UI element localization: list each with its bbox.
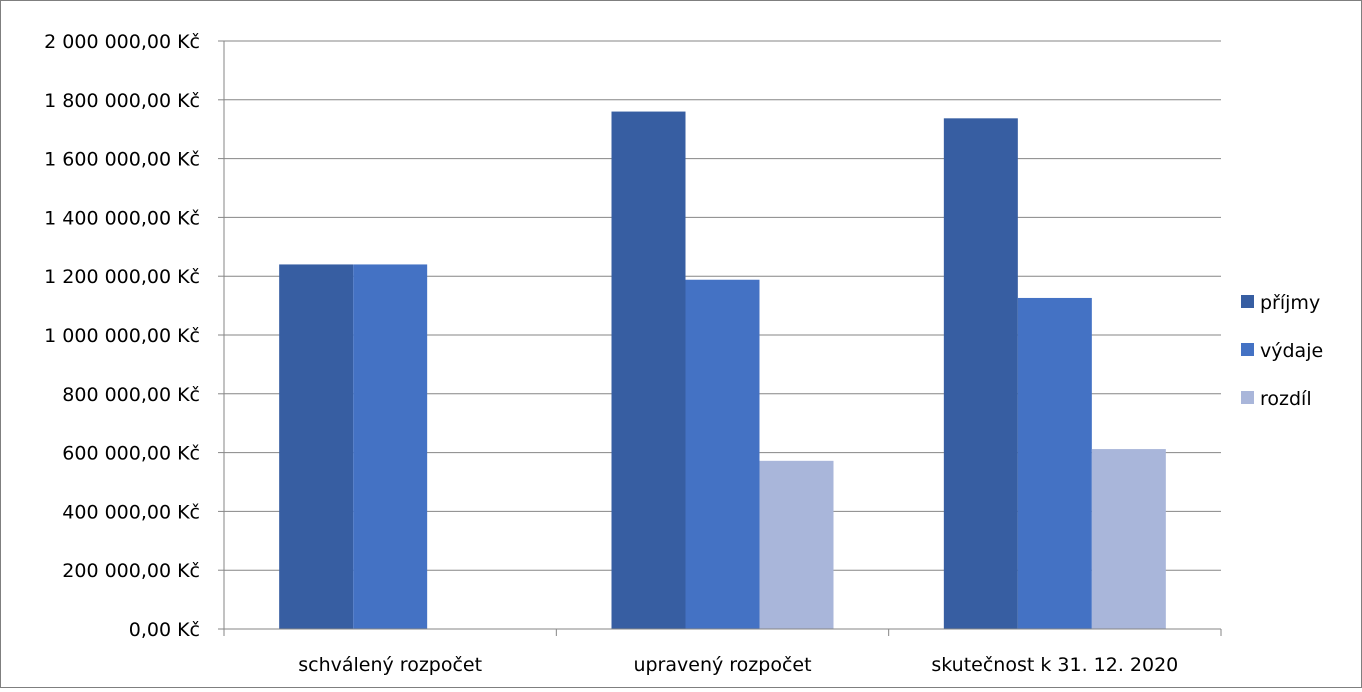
legend-label: výdaje: [1260, 340, 1323, 362]
y-axis-ticks: 0,00 Kč 200 000,00 Kč 400 000,00 Kč 600 000…: [44, 31, 224, 641]
y-tick-label: 800 000,00 Kč: [62, 384, 200, 406]
bar-rozdíl-1: [759, 460, 834, 629]
y-tick-label: 1 000 000,00 Kč: [44, 325, 200, 347]
y-tick-label: 1 600 000,00 Kč: [44, 149, 200, 171]
legend: příjmy výdaje rozdíl: [1241, 292, 1323, 410]
legend-swatch-0: [1241, 295, 1254, 308]
bar-příjmy-1: [611, 111, 686, 629]
y-tick-label: 1 200 000,00 Kč: [44, 266, 200, 288]
bar-výdaje-0: [353, 264, 428, 629]
legend-swatch-2: [1241, 391, 1254, 404]
y-tick-label: 2 000 000,00 Kč: [44, 31, 200, 53]
x-tick-label: schválený rozpočet: [298, 654, 482, 676]
y-tick-label: 200 000,00 Kč: [62, 560, 200, 582]
bar-rozdíl-2: [1091, 449, 1166, 629]
x-tick-label: skutečnost k 31. 12. 2020: [931, 654, 1178, 676]
x-tick-label: upravený rozpočet: [633, 654, 811, 676]
bar-příjmy-2: [943, 118, 1018, 630]
legend-label: rozdíl: [1260, 388, 1312, 410]
y-tick-label: 400 000,00 Kč: [62, 501, 200, 523]
y-tick-label: 1 400 000,00 Kč: [44, 207, 200, 229]
legend-label: příjmy: [1260, 292, 1320, 314]
bar-výdaje-1: [685, 279, 760, 629]
y-tick-label: 1 800 000,00 Kč: [44, 90, 200, 112]
y-tick-label: 0,00 Kč: [129, 619, 200, 641]
x-axis-ticks: schválený rozpočet upravený rozpočet skute…: [223, 629, 1222, 676]
bar-příjmy-0: [279, 264, 354, 629]
bars: [279, 111, 1166, 630]
legend-swatch-1: [1241, 343, 1254, 356]
bar-výdaje-2: [1017, 297, 1092, 629]
y-tick-label: 600 000,00 Kč: [62, 443, 200, 465]
